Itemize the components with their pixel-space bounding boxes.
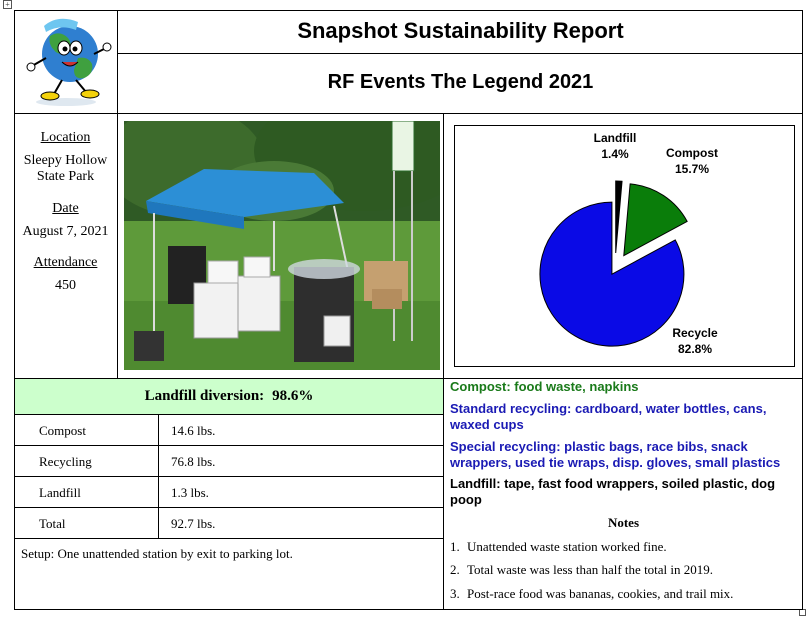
table-row: Recycling 76.8 lbs. — [14, 446, 444, 477]
attendance-value: 450 — [55, 278, 76, 293]
standard-recycling-line2: waxed cups — [450, 417, 524, 432]
report-title: Snapshot Sustainability Report — [297, 18, 624, 43]
setup-note: Setup: One unattended station by exit to… — [21, 546, 293, 561]
row-category: Landfill — [39, 484, 81, 500]
location-label: Location — [40, 130, 91, 145]
pie-label-compost: Compost — [666, 146, 718, 160]
row-category: Recycling — [39, 453, 92, 469]
pie-slice-recycle — [539, 201, 685, 347]
waste-pie-chart: Landfill 1.4% Compost 15.7% Recycle 82.8% — [454, 125, 795, 367]
date-label: Date — [52, 201, 79, 216]
standard-recycling-line1: Standard recycling: cardboard, water bot… — [450, 401, 767, 416]
waste-station-photo — [124, 121, 440, 370]
earth-mascot-logo — [20, 14, 112, 108]
note-number: 2. — [450, 562, 460, 577]
pie-slice-compost — [623, 183, 688, 257]
pie-label-landfill: Landfill — [594, 131, 637, 145]
diversion-value: 98.6% — [272, 388, 314, 404]
location-line1: Sleepy Hollow — [23, 153, 108, 168]
special-recycling-line2: wrappers, used tie wraps, disp. gloves, … — [450, 455, 781, 470]
note-text: Total waste was less than half the total… — [467, 562, 714, 577]
row-category: Compost — [39, 422, 86, 438]
location-line2: State Park — [36, 169, 95, 184]
diversion-banner: Landfill diversion: 98.6% — [14, 378, 444, 415]
attendance-label: Attendance — [33, 255, 98, 270]
special-recycling-line1: Special recycling: plastic bags, race bi… — [450, 439, 748, 454]
pie-slice-landfill — [615, 180, 623, 254]
list-item: 1. Unattended waste station worked fine. — [450, 539, 667, 555]
waste-table: Compost 14.6 lbs. Recycling 76.8 lbs. La… — [14, 415, 444, 539]
event-subtitle: RF Events The Legend 2021 — [327, 71, 594, 93]
diversion-label: Landfill diversion: — [144, 388, 265, 404]
row-amount: 1.3 lbs. — [171, 484, 209, 500]
table-row: Compost 14.6 lbs. — [14, 415, 444, 446]
event-info: Location Sleepy Hollow State Park Date A… — [14, 113, 117, 378]
row-amount: 14.6 lbs. — [171, 422, 216, 438]
table-move-handle[interactable]: + — [3, 0, 12, 9]
pie-label-recycle: Recycle — [672, 326, 718, 340]
table-resize-handle[interactable] — [799, 609, 806, 616]
note-text: Unattended waste station worked fine. — [467, 539, 667, 554]
compost-category: Compost: food waste, napkins — [450, 379, 639, 395]
pie-percent-compost: 15.7% — [675, 162, 709, 176]
list-item: 3. Post-race food was bananas, cookies, … — [450, 586, 733, 602]
special-recycling-category: Special recycling: plastic bags, race bi… — [450, 439, 780, 471]
row-category: Total — [39, 515, 66, 531]
table-row: Landfill 1.3 lbs. — [14, 477, 444, 508]
pie-percent-landfill: 1.4% — [601, 147, 629, 161]
list-item: 2. Total waste was less than half the to… — [450, 562, 713, 578]
notes-heading: Notes — [607, 515, 640, 530]
landfill-line2: poop — [450, 492, 482, 507]
note-text: Post-race food was bananas, cookies, and… — [467, 586, 734, 601]
date-value: August 7, 2021 — [22, 224, 109, 239]
landfill-category: Landfill: tape, fast food wrappers, soil… — [450, 476, 775, 508]
row-amount: 92.7 lbs. — [171, 515, 216, 531]
note-number: 3. — [450, 586, 460, 601]
table-row: Total 92.7 lbs. — [14, 508, 444, 539]
row-amount: 76.8 lbs. — [171, 453, 216, 469]
standard-recycling-category: Standard recycling: cardboard, water bot… — [450, 401, 766, 433]
report-frame — [14, 10, 803, 610]
compost-category-text: Compost: food waste, napkins — [450, 379, 639, 394]
pie-percent-recycle: 82.8% — [678, 342, 712, 356]
landfill-line1: Landfill: tape, fast food wrappers, soil… — [450, 476, 776, 491]
note-number: 1. — [450, 539, 460, 554]
